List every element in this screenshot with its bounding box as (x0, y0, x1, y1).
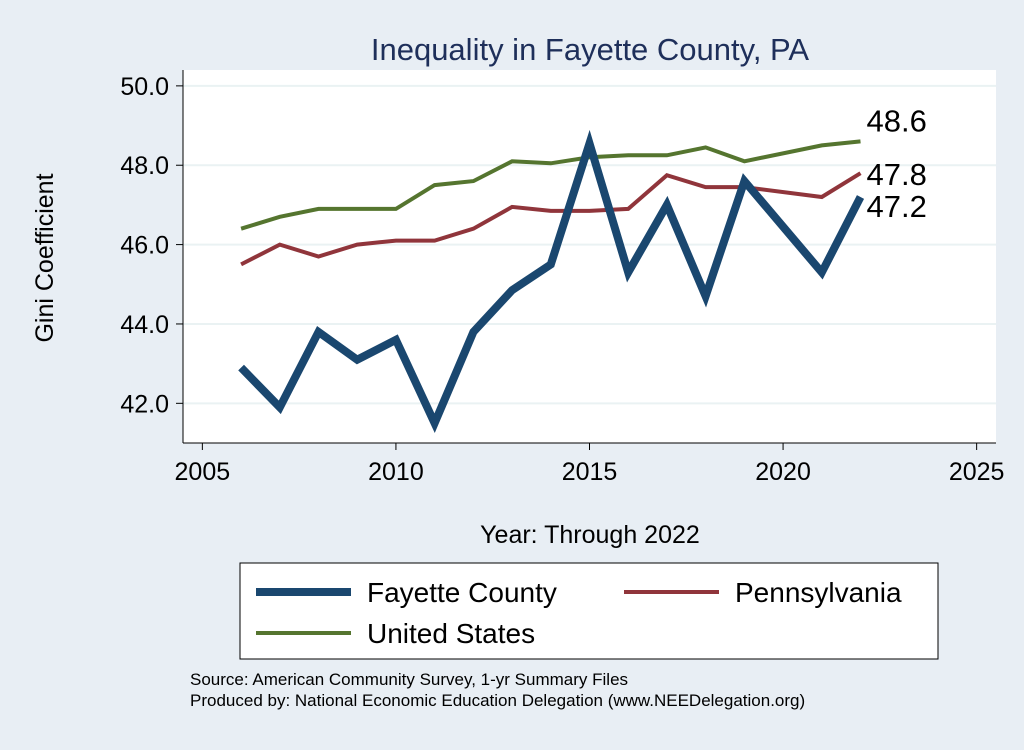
x-tick-label: 2015 (562, 458, 618, 486)
y-tick-label: 50.0 (120, 73, 169, 101)
legend-box (239, 562, 939, 660)
y-tick-label: 48.0 (120, 152, 169, 180)
producer-note: Produced by: National Economic Education… (190, 691, 805, 710)
series-line-fayette-county (238, 129, 865, 434)
x-tick-label: 2005 (175, 458, 231, 486)
y-tick-label: 46.0 (120, 232, 169, 260)
chart-title: Inequality in Fayette County, PA (371, 32, 810, 67)
legend: Fayette County Pennsylvania United States (256, 577, 902, 649)
end-labels: 47.247.8 48.6 (867, 103, 927, 224)
axis-ticks: 42.0 44.0 46.0 48.0 50.0 2005 2010 2015 2020 2025 (120, 73, 1004, 486)
x-axis-label: Year: Through 2022 (480, 521, 700, 549)
source-note: Source: American Community Survey, 1-yr … (190, 670, 628, 689)
x-tick-label: 2010 (368, 458, 424, 486)
end-label-united-states: 48.6 (867, 103, 927, 138)
legend-label-united-states: United States (367, 618, 535, 649)
legend-label-pennsylvania: Pennsylvania (735, 577, 902, 608)
end-label-fayette-county: 47.2 (867, 189, 927, 224)
y-tick-label: 42.0 (120, 390, 169, 418)
x-tick-label: 2020 (755, 458, 811, 486)
legend-label-fayette-county: Fayette County (367, 577, 557, 608)
end-label-pennsylvania: 47.8 (867, 157, 927, 192)
y-tick-label: 44.0 (120, 311, 169, 339)
y-axis-label: Gini Coefficient (31, 173, 59, 342)
gridlines (183, 84, 996, 405)
series-lines (238, 129, 865, 434)
series-line-united-states (240, 139, 861, 231)
series-line-pennsylvania (240, 171, 862, 267)
x-tick-label: 2025 (949, 458, 1005, 486)
